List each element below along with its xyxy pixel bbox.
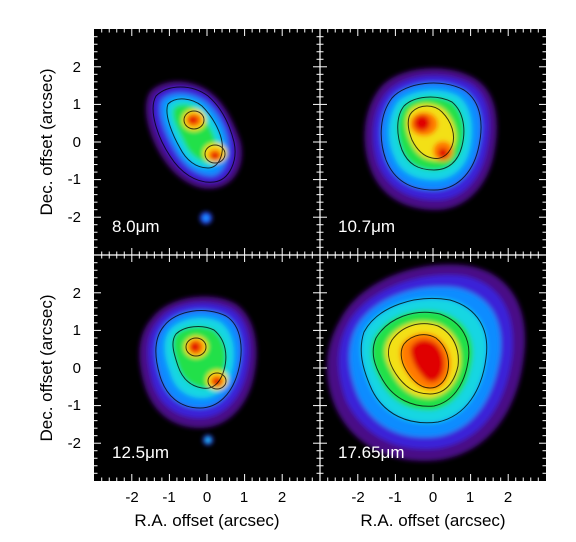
x-tick-label: 0 bbox=[429, 489, 437, 506]
y-tick-label: 2 bbox=[73, 59, 81, 76]
panel-label-10um: 10.7μm bbox=[338, 217, 395, 236]
x-tick-label: 2 bbox=[278, 489, 286, 506]
y-tick-label: -2 bbox=[68, 435, 81, 452]
tick-marks bbox=[94, 29, 546, 481]
panel-10um-image bbox=[364, 68, 497, 210]
x-tick-label: 1 bbox=[240, 489, 248, 506]
y-axis-title-top: Dec. offset (arcsec) bbox=[37, 68, 56, 215]
x-tick-label: -2 bbox=[125, 489, 138, 506]
y-tick-label: 0 bbox=[73, 134, 81, 151]
x-tick-labels-right: -2 -1 0 1 2 bbox=[351, 489, 512, 506]
x-axis-title-right: R.A. offset (arcsec) bbox=[360, 511, 505, 530]
y-tick-labels-bottom: 2 1 0 -1 -2 bbox=[68, 285, 81, 452]
y-tick-label: 1 bbox=[73, 322, 81, 339]
y-tick-label: -1 bbox=[68, 171, 81, 188]
x-tick-label: 0 bbox=[203, 489, 211, 506]
x-axis-title-left: R.A. offset (arcsec) bbox=[134, 511, 279, 530]
y-tick-label: -2 bbox=[68, 209, 81, 226]
y-axis-title-bottom: Dec. offset (arcsec) bbox=[37, 294, 56, 441]
x-tick-label: -1 bbox=[388, 489, 401, 506]
panel-12um-image bbox=[139, 296, 257, 445]
x-tick-labels-left: -2 -1 0 1 2 bbox=[125, 489, 286, 506]
y-tick-label: 0 bbox=[73, 360, 81, 377]
panel-17um-image bbox=[326, 264, 526, 461]
x-tick-label: -2 bbox=[351, 489, 364, 506]
x-tick-label: -1 bbox=[162, 489, 175, 506]
y-tick-labels-top: 2 1 0 -1 -2 bbox=[68, 59, 81, 226]
panel-label-8um: 8.0μm bbox=[112, 217, 160, 236]
y-tick-label: -1 bbox=[68, 397, 81, 414]
panel-label-17um: 17.65μm bbox=[338, 443, 405, 462]
y-tick-label: 2 bbox=[73, 285, 81, 302]
x-tick-label: 2 bbox=[504, 489, 512, 506]
panel-8um-image bbox=[145, 81, 242, 224]
x-tick-label: 1 bbox=[466, 489, 474, 506]
panel-label-12um: 12.5μm bbox=[112, 443, 169, 462]
y-tick-label: 1 bbox=[73, 96, 81, 113]
